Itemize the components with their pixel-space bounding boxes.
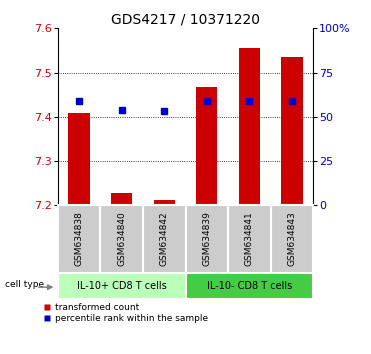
Legend: transformed count, percentile rank within the sample: transformed count, percentile rank withi… (39, 299, 212, 327)
Bar (58, 273, 186, 299)
Bar (239, 48, 260, 205)
Bar (271, 205, 313, 273)
Bar (154, 200, 175, 205)
Bar (68, 113, 89, 205)
Bar (228, 205, 271, 273)
Text: GSM634841: GSM634841 (245, 212, 254, 266)
Text: GSM634839: GSM634839 (202, 211, 211, 267)
Bar (100, 205, 143, 273)
Text: GSM634843: GSM634843 (288, 212, 297, 266)
Text: GSM634838: GSM634838 (74, 211, 83, 267)
Bar (196, 87, 217, 205)
Bar (143, 205, 186, 273)
Text: GSM634842: GSM634842 (160, 212, 169, 266)
Bar (186, 205, 228, 273)
Text: GDS4217 / 10371220: GDS4217 / 10371220 (111, 12, 260, 27)
Text: cell type: cell type (4, 280, 44, 289)
Bar (58, 205, 100, 273)
Bar (186, 273, 313, 299)
Text: IL-10+ CD8 T cells: IL-10+ CD8 T cells (77, 281, 166, 291)
Bar (111, 193, 132, 205)
Bar (282, 57, 303, 205)
Text: IL-10- CD8 T cells: IL-10- CD8 T cells (207, 281, 292, 291)
Text: GSM634840: GSM634840 (117, 212, 126, 266)
